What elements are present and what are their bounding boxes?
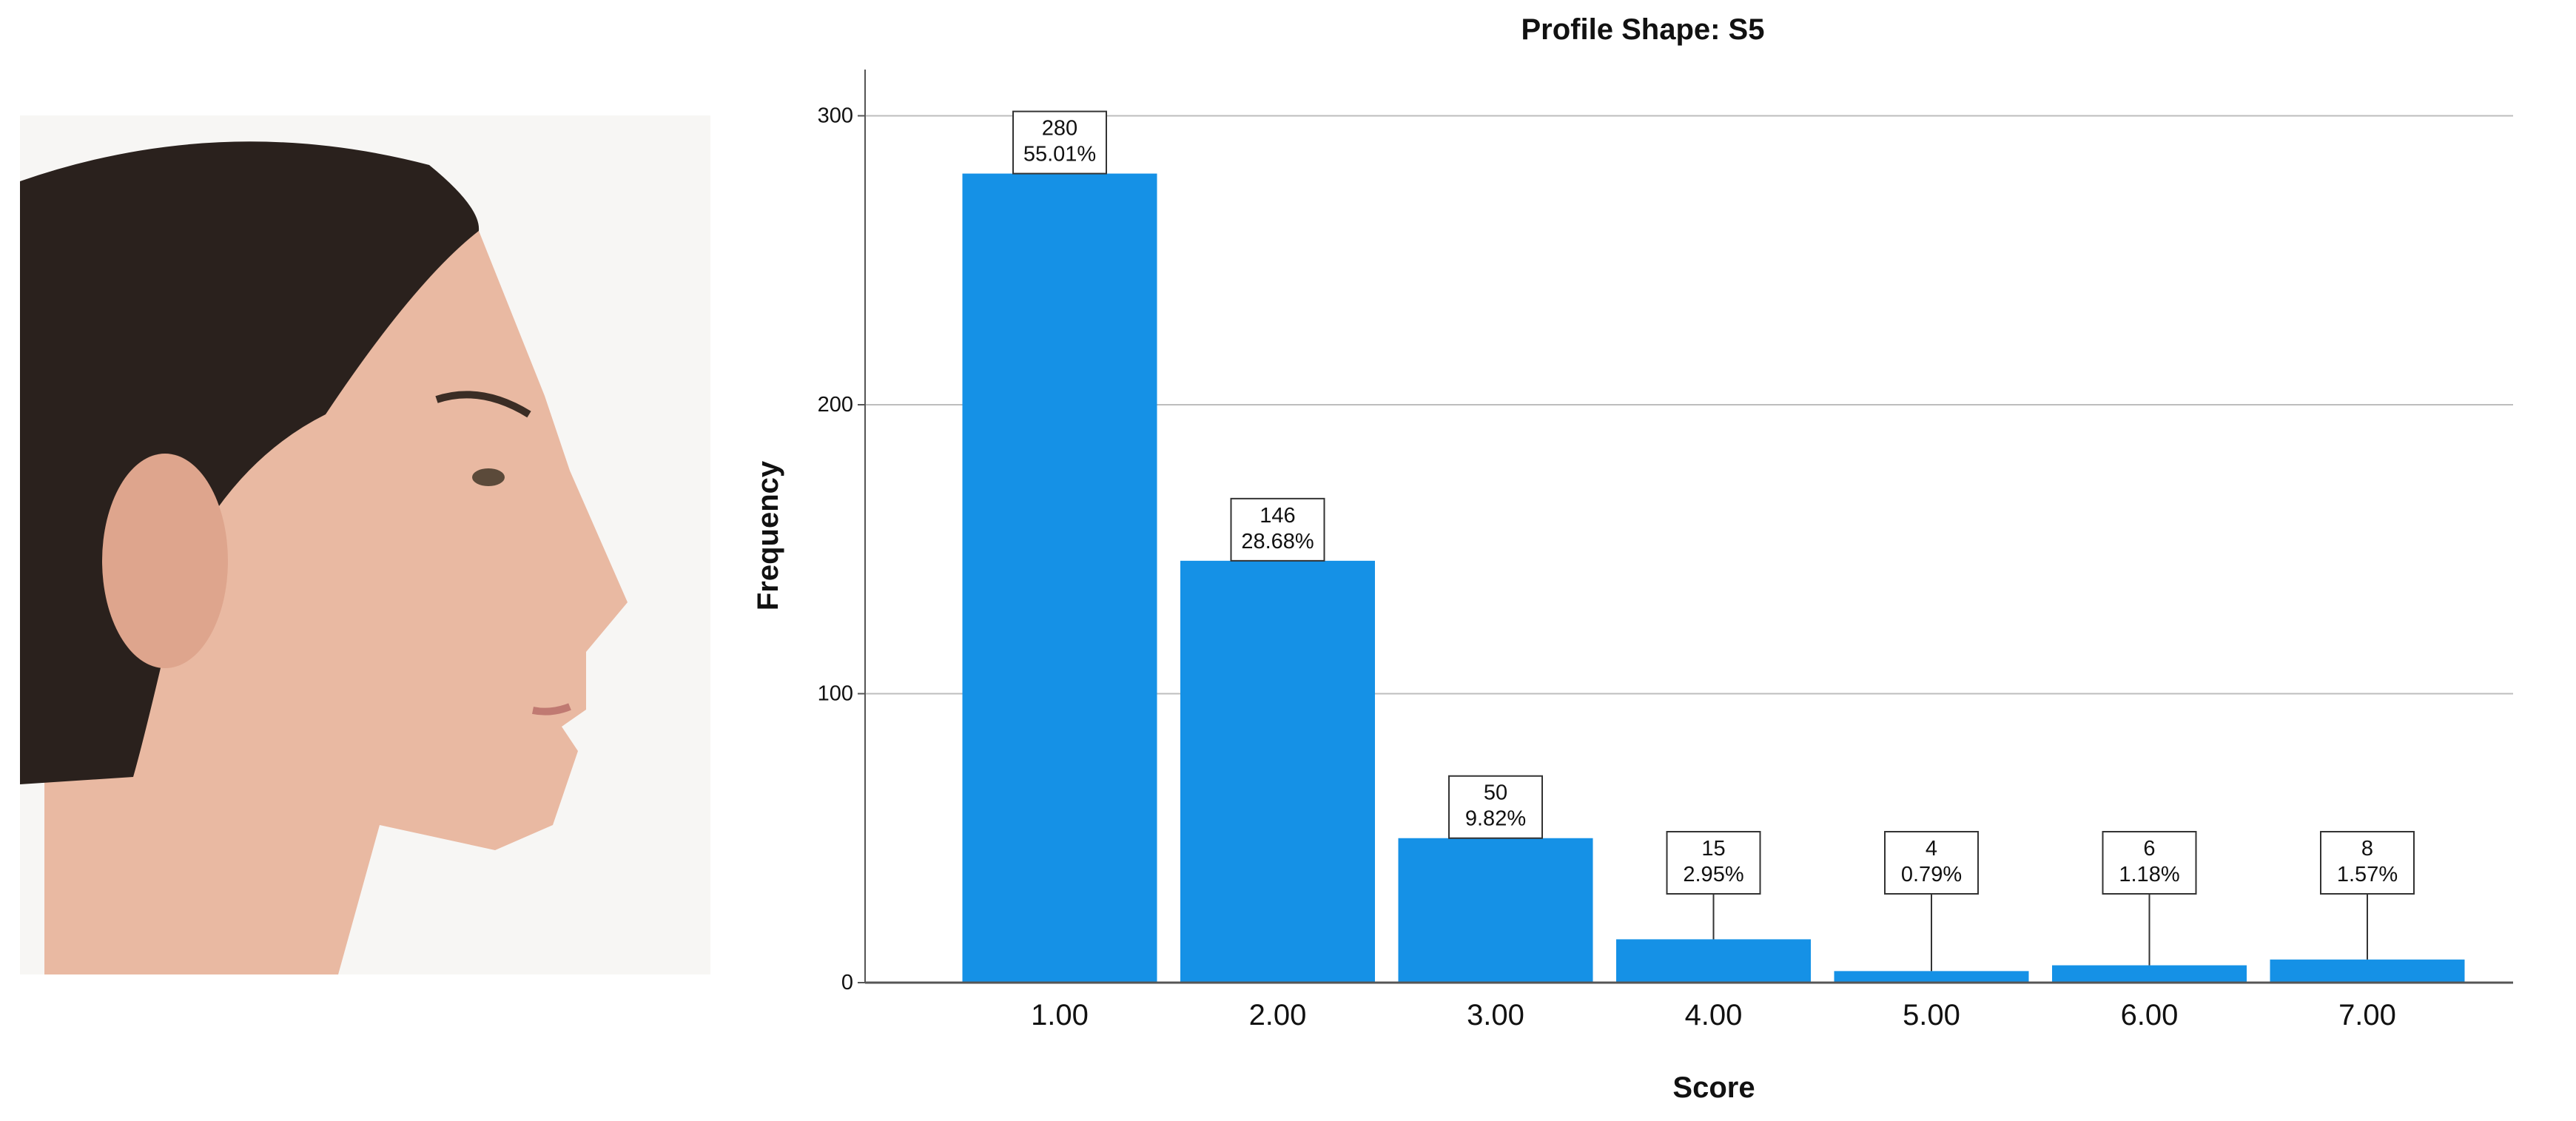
data-label-box xyxy=(1230,497,1325,562)
y-axis-label: Frequency xyxy=(752,460,784,610)
data-label: 4 xyxy=(1926,837,1937,861)
chart-title: Profile Shape: S5 xyxy=(1521,13,1765,46)
percent-label: 2.95% xyxy=(1683,863,1743,886)
eyebrow xyxy=(435,391,531,418)
data-label: 50 xyxy=(1484,781,1507,805)
percent-label: 1.57% xyxy=(2337,863,2398,886)
percent-label: 9.82% xyxy=(1465,807,1526,831)
y-tick-label: 200 xyxy=(818,393,853,417)
lips xyxy=(532,703,571,716)
percent-label: 28.68% xyxy=(1241,530,1314,553)
data-label-box xyxy=(2320,831,2415,895)
data-label-box xyxy=(1884,831,1979,895)
x-tick-label: 1.00 xyxy=(1031,999,1089,1031)
data-label: 15 xyxy=(1701,837,1725,861)
x-tick-label: 3.00 xyxy=(1467,999,1524,1031)
data-label-box xyxy=(2102,831,2197,895)
data-label-box xyxy=(1666,831,1761,895)
data-label-box xyxy=(1012,110,1107,175)
bar xyxy=(1398,838,1593,983)
bar xyxy=(1180,560,1375,983)
y-tick-label: 300 xyxy=(818,104,853,127)
face xyxy=(44,231,628,974)
x-tick-label: 4.00 xyxy=(1685,999,1743,1031)
bar xyxy=(1616,939,1811,983)
x-tick-label: 5.00 xyxy=(1903,999,1960,1031)
bar xyxy=(2052,965,2247,983)
data-label: 146 xyxy=(1260,504,1295,528)
data-label-box xyxy=(1448,775,1543,839)
bar xyxy=(2270,959,2465,983)
percent-label: 1.18% xyxy=(2119,863,2179,886)
ear xyxy=(102,454,228,668)
bar xyxy=(1834,971,2029,983)
data-label: 6 xyxy=(2143,837,2155,861)
x-tick-label: 2.00 xyxy=(1249,999,1307,1031)
data-label: 280 xyxy=(1042,117,1077,141)
x-axis-label: Score xyxy=(1672,1071,1755,1104)
eye xyxy=(472,468,505,486)
y-tick-label: 0 xyxy=(841,971,853,994)
x-tick-label: 6.00 xyxy=(2121,999,2179,1031)
percent-label: 0.79% xyxy=(1901,863,1962,886)
bar xyxy=(962,173,1157,983)
data-label: 8 xyxy=(2361,837,2373,861)
profile-photo xyxy=(20,115,710,974)
percent-label: 55.01% xyxy=(1023,143,1096,166)
x-tick-label: 7.00 xyxy=(2338,999,2396,1031)
y-tick-label: 100 xyxy=(818,681,853,705)
